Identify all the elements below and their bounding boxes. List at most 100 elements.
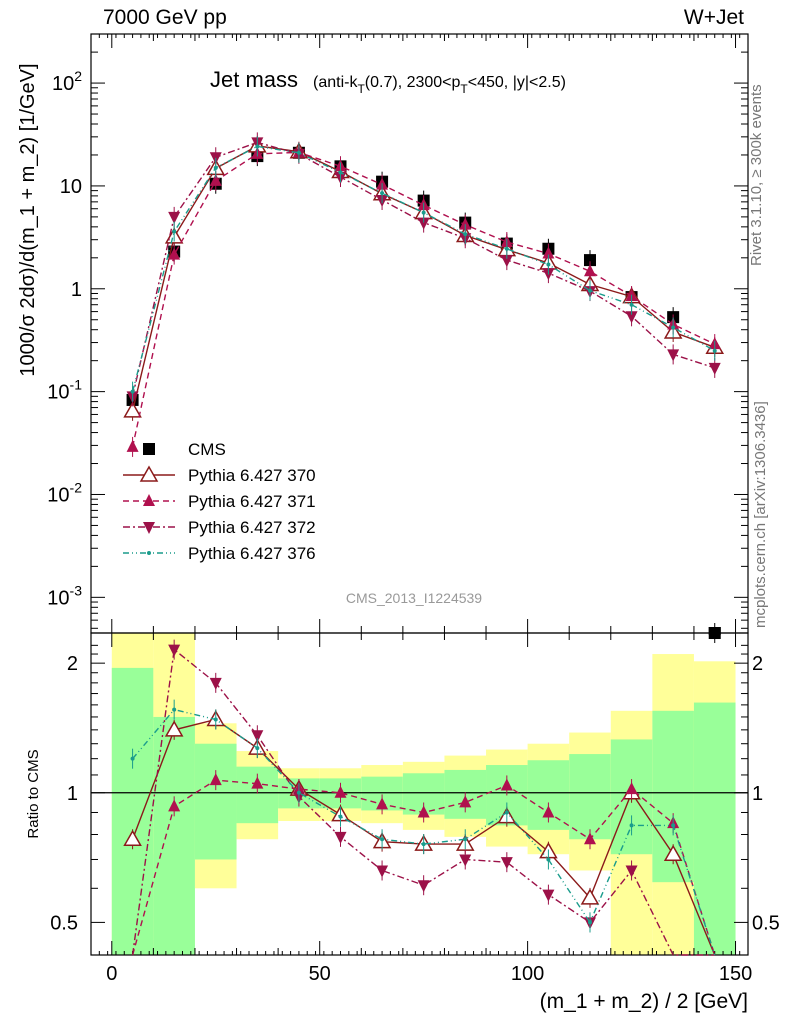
data-point-triangle-up — [459, 795, 472, 808]
data-point-dot — [380, 191, 385, 196]
main-y-tick-label: 10-2 — [47, 479, 82, 506]
data-point-triangle-down — [168, 211, 181, 224]
series-p371 — [126, 142, 721, 457]
data-point-dot — [587, 288, 592, 293]
data-point-triangle-down — [500, 255, 513, 268]
data-point-triangle-up — [417, 805, 430, 818]
data-point-triangle-up — [583, 264, 596, 277]
data-point-dot — [504, 810, 509, 815]
data-point-triangle-open — [164, 720, 184, 737]
band-inner — [693, 702, 736, 955]
data-point-triangle-down — [708, 362, 721, 375]
data-point-dot — [338, 814, 343, 819]
series-p376 — [130, 699, 716, 956]
data-point-dot — [147, 551, 151, 555]
data-point-triangle-down — [542, 889, 555, 902]
chart-axes: 10-3 10-2 10-1 1 10 102 0.5 0.5 1 1 2 2 0 50 100 150 — [47, 33, 780, 985]
data-point-triangle-up — [334, 785, 347, 798]
data-point-triangle-down — [417, 217, 430, 230]
ratio-y-tick-label-left: 1 — [67, 783, 78, 805]
data-point-triangle-down — [376, 865, 389, 878]
data-point-triangle-up — [542, 246, 555, 259]
data-point-triangle-up — [251, 776, 264, 789]
data-point-triangle-up — [625, 782, 638, 795]
main-y-tick-label: 102 — [52, 68, 82, 95]
data-point-triangle-down — [168, 644, 181, 657]
data-point-triangle-up — [209, 173, 222, 186]
series-p371 — [131, 770, 716, 956]
chart-series — [123, 132, 725, 956]
ratio-y-tick-label-right: 2 — [752, 653, 763, 675]
legend-entry-cms: CMS — [143, 440, 226, 459]
data-point-triangle-up — [126, 439, 139, 452]
legend-entry-p370: Pythia 6.427 370 — [123, 465, 316, 485]
data-point-dot — [629, 823, 634, 828]
data-point-triangle-down — [500, 857, 513, 870]
data-point-dot — [463, 232, 468, 237]
data-point-triangle-open — [139, 465, 159, 482]
band-inner — [111, 667, 154, 955]
legend-label: Pythia 6.427 371 — [188, 492, 316, 511]
data-point-triangle-up — [500, 778, 513, 791]
data-point-square-edge — [708, 627, 721, 635]
data-point-triangle-up — [168, 799, 181, 812]
data-point-dot — [172, 707, 177, 712]
legend-label: Pythia 6.427 376 — [188, 544, 316, 563]
series-line — [131, 648, 715, 956]
data-point-triangle-down — [625, 865, 638, 878]
x-tick-label: 0 — [106, 963, 117, 985]
data-point-triangle-down — [143, 522, 155, 534]
band-inner — [194, 743, 237, 860]
data-point-triangle-up — [542, 805, 555, 818]
main-y-tick-label: 10 — [60, 176, 82, 198]
series-line — [132, 708, 716, 956]
data-point-triangle-down — [625, 311, 638, 324]
main-y-tick-label: 10-1 — [47, 377, 82, 404]
x-axis-label: (m_1 + m_2) / 2 [GeV] — [540, 990, 748, 1013]
x-tick-label: 100 — [511, 963, 544, 985]
data-point-triangle-down — [209, 677, 222, 690]
data-point-triangle-down — [251, 730, 264, 743]
data-point-dot — [712, 348, 717, 353]
legend-entry-p372: Pythia 6.427 372 — [123, 518, 316, 537]
data-point-triangle-up — [583, 832, 596, 845]
data-point-dot — [463, 837, 468, 842]
data-point-triangle-down — [459, 854, 472, 867]
x-tick-label: 50 — [309, 963, 331, 985]
chart-title-main: Jet mass — [210, 67, 298, 92]
data-point-dot — [130, 756, 135, 761]
series-p376 — [130, 136, 717, 402]
ratio-y-tick-label-left: 0.5 — [50, 912, 78, 934]
header-left-label: 7000 GeV pp — [103, 6, 227, 29]
data-point-dot — [296, 150, 301, 155]
ratio-uncertainty-bands — [111, 633, 736, 955]
legend: CMS Pythia 6.427 370 Pythia 6.427 371 Pythi… — [123, 440, 316, 563]
data-point-dot — [380, 837, 385, 842]
data-point-dot — [130, 389, 135, 394]
main-y-axis-label: 1000/σ 2dσ)/d(m_1 + m_2) [1/GeV] — [17, 63, 39, 376]
data-point-dot — [296, 790, 301, 795]
data-point-dot — [421, 210, 426, 215]
data-point-triangle-open — [123, 829, 142, 846]
data-point-triangle-open — [123, 401, 142, 418]
main-y-tick-label: 1 — [71, 279, 82, 301]
data-point-dot — [671, 823, 676, 828]
data-point-triangle-down — [667, 349, 680, 362]
data-point-triangle-up — [143, 494, 155, 506]
x-tick-label: 150 — [719, 963, 752, 985]
band-inner — [569, 754, 611, 840]
legend-entry-p371: Pythia 6.427 371 — [123, 492, 316, 511]
data-point-square — [143, 443, 155, 455]
ratio-y-tick-label-right: 1 — [752, 783, 763, 805]
ratio-y-axis-label: Ratio to CMS — [25, 749, 42, 838]
data-point-dot — [213, 717, 218, 722]
data-point-dot — [255, 144, 260, 149]
data-point-dot — [546, 262, 551, 267]
data-point-dot — [338, 170, 343, 175]
data-point-dot — [255, 746, 260, 751]
ratio-y-tick-label-left: 2 — [67, 653, 78, 675]
band-inner — [153, 716, 195, 955]
data-point-dot — [213, 165, 218, 170]
data-point-triangle-up — [376, 797, 389, 810]
